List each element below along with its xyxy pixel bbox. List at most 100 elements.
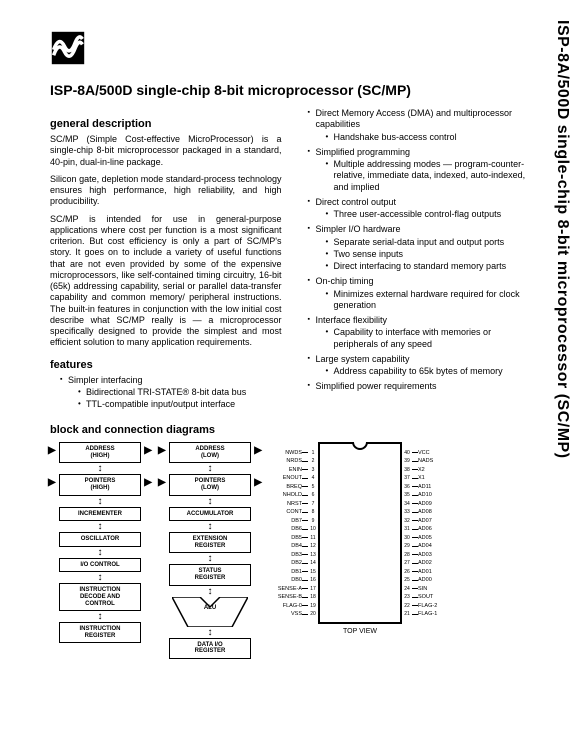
pin-label: SENSE-A [278, 586, 302, 592]
list-item: Bidirectional TRI-STATE® 8-bit data bus [78, 387, 282, 398]
diagram-block: ▶POINTERS(HIGH)▶ [59, 474, 141, 495]
arrow-icon: ↕ [98, 499, 103, 504]
arrow-icon: ↕ [98, 550, 103, 555]
diagram-block: STATUSREGISTER [169, 564, 251, 585]
list-item: Two sense inputs [326, 249, 530, 260]
pin-row: CONT833AD08 [320, 508, 400, 517]
diagram-block: INSTRUCTIONDECODE ANDCONTROL [59, 583, 141, 611]
pin-label: DB3 [291, 552, 302, 558]
pin-label: AD08 [418, 509, 432, 515]
diagram-block: INSTRUCTIONREGISTER [59, 622, 141, 643]
pin-row: DB21427AD02 [320, 559, 400, 568]
pin-row: NHOLD635AD10 [320, 491, 400, 500]
pin-label: ENIN [289, 467, 302, 473]
pin-label: NADS [418, 458, 433, 464]
pin-label: DB6 [291, 526, 302, 532]
arrow-icon: ↕ [98, 614, 103, 619]
pin-label: ENOUT [283, 475, 302, 481]
heading-diagrams: block and connection diagrams [50, 424, 529, 436]
arrow-icon: ↕ [208, 524, 213, 529]
list-item: Multiple addressing modes — program-coun… [326, 159, 530, 193]
pin-label: AD01 [418, 569, 432, 575]
pinout-diagram: NWDS140VCCNRDS239NADSENIN338X2ENOUT437X1… [270, 442, 450, 635]
para-2: Silicon gate, depletion mode standard-pr… [50, 174, 282, 208]
company-logo [50, 30, 86, 68]
pin-label: AD04 [418, 543, 432, 549]
pin-row: DB31328AD03 [320, 550, 400, 559]
list-item: Simpler I/O hardwareSeparate serial-data… [308, 224, 530, 272]
list-item: Interface flexibilityCapability to inter… [308, 315, 530, 350]
list-item: Simplified power requirements [308, 381, 530, 392]
para-3: SC/MP is intended for use in general-pur… [50, 214, 282, 349]
pin-label: SIN [418, 586, 427, 592]
pin-row: BREQ536AD11 [320, 482, 400, 491]
pin-row: DB51130AD05 [320, 533, 400, 542]
pin-row: ENIN338X2 [320, 465, 400, 474]
pin-label: X1 [418, 475, 425, 481]
list-item: Direct control outputThree user-accessib… [308, 197, 530, 221]
list-item: Simplified programmingMultiple addressin… [308, 147, 530, 193]
arrow-icon: ↕ [208, 556, 213, 561]
diagram-block: ▶POINTERS(LOW)▶ [169, 474, 251, 495]
diagrams-section: ▶ADDRESS(HIGH)▶↕▶POINTERS(HIGH)▶↕INCREME… [50, 442, 529, 659]
pin-label: AD10 [418, 492, 432, 498]
diagram-block: EXTENSIONREGISTER [169, 532, 251, 553]
list-item: Capability to interface with memories or… [326, 327, 530, 350]
pin-label: DB4 [291, 543, 302, 549]
list-item: Simpler interfacingBidirectional TRI-STA… [60, 375, 282, 411]
chip-outline: NWDS140VCCNRDS239NADSENIN338X2ENOUT437X1… [318, 442, 402, 624]
pin-label: FLAG-2 [418, 603, 437, 609]
pin-label: NWDS [285, 450, 302, 456]
para-1: SC/MP (Simple Cost-effective MicroProces… [50, 134, 282, 168]
diagram-block: OSCILLATOR [59, 532, 141, 547]
pin-row: DB11526AD01 [320, 567, 400, 576]
pin-label: AD00 [418, 577, 432, 583]
pin-label: SOUT [418, 594, 433, 600]
pin-label: AD05 [418, 535, 432, 541]
features-left-list: Simpler interfacingBidirectional TRI-STA… [50, 375, 282, 411]
pin-label: CONT [286, 509, 302, 515]
heading-general: general description [50, 118, 282, 130]
pin-label: DB0 [291, 577, 302, 583]
pin-row: NRST734AD09 [320, 499, 400, 508]
pin-row: DB41229AD04 [320, 542, 400, 551]
pin-row: FLAG-01922FLAG-2 [320, 601, 400, 610]
pin-label: DB7 [291, 518, 302, 524]
diagram-block: I/O CONTROL [59, 558, 141, 573]
pin-label: AD11 [418, 484, 431, 490]
pin-row: NRDS239NADS [320, 457, 400, 466]
pin-label: AD09 [418, 501, 432, 507]
features-right-list: Direct Memory Access (DMA) and multiproc… [298, 108, 530, 393]
arrow-icon: ↕ [208, 630, 213, 635]
pin-label: FLAG-0 [283, 603, 302, 609]
left-column: general description SC/MP (Simple Cost-e… [50, 108, 282, 414]
pin-label: DB2 [291, 560, 302, 566]
pin-row: DB61031AD06 [320, 525, 400, 534]
list-item: Three user-accessible control-flag outpu… [326, 209, 530, 220]
right-column: Direct Memory Access (DMA) and multiproc… [298, 108, 530, 414]
pin-label: X2 [418, 467, 425, 473]
diagram-block: INCREMENTER [59, 507, 141, 522]
pin-label: DB5 [291, 535, 302, 541]
arrow-icon: ↕ [98, 466, 103, 471]
pin-label: SENSE-B [278, 594, 302, 600]
alu-block: ALU [172, 597, 248, 627]
page-title: ISP-8A/500D single-chip 8-bit microproce… [50, 82, 529, 98]
pin-label: BREQ [286, 484, 302, 490]
pin-label: FLAG-1 [418, 611, 437, 617]
list-item: Minimizes external hardware required for… [326, 289, 530, 312]
list-item: Address capability to 65k bytes of memor… [326, 366, 530, 377]
diagram-block: ACCUMULATOR [169, 507, 251, 522]
pin-label: VSS [291, 611, 302, 617]
document-page: ISP-8A/500D single-chip 8-bit microproce… [0, 0, 579, 669]
diagram-block: DATA I/OREGISTER [169, 638, 251, 659]
list-item: On-chip timingMinimizes external hardwar… [308, 276, 530, 311]
arrow-icon: ↕ [208, 499, 213, 504]
pin-label: NRST [287, 501, 302, 507]
list-item: TTL-compatible input/output interface [78, 399, 282, 410]
pin-label: NRDS [286, 458, 302, 464]
pin-label: NHOLD [283, 492, 302, 498]
pin-row: VSS2021FLAG-1 [320, 610, 400, 619]
pin-row: DB7932AD07 [320, 516, 400, 525]
arrow-icon: ↕ [98, 524, 103, 529]
